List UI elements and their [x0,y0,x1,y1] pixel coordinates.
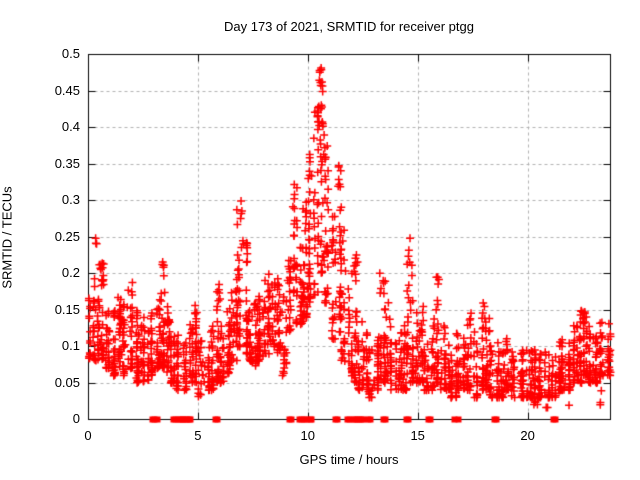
y-tick-label: 0.05 [54,374,80,390]
x-tick-label: 15 [410,428,425,443]
y-tick-label: 0.15 [54,301,80,317]
y-tick-label: 0.25 [54,228,80,244]
y-tick-label: 0.35 [54,155,80,171]
x-tick-label: 10 [300,428,316,443]
y-tick-label: 0.3 [61,192,80,207]
y-tick-label: 0.1 [61,338,80,353]
y-tick-label: 0.2 [61,265,80,280]
y-tick-label: 0.5 [61,46,80,61]
x-axis-label: GPS time / hours [299,452,399,467]
chart-title: Day 173 of 2021, SRMTID for receiver ptg… [223,19,474,34]
x-tick-label: 5 [194,428,202,443]
y-axis-label: SRMTID / TECUs [0,186,15,289]
x-tick-label: 0 [84,428,92,443]
x-tick-label: 20 [520,428,535,443]
y-tick-label: 0.4 [61,119,80,134]
y-tick-label: 0.45 [54,82,80,98]
y-tick-label: 0 [72,411,80,426]
